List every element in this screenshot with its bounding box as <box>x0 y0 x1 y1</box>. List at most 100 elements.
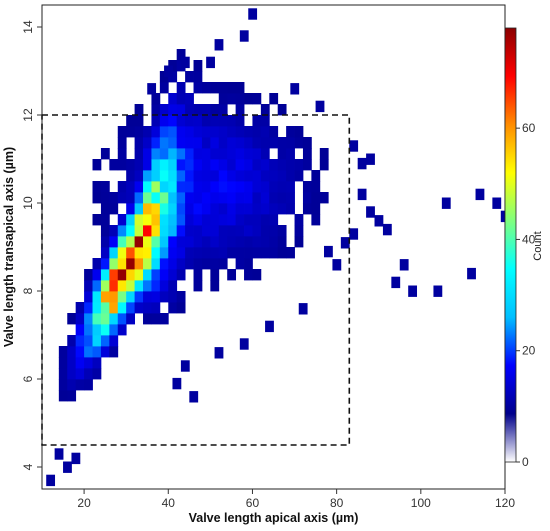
heatmap-bin <box>201 126 211 138</box>
heatmap-bin <box>248 8 258 20</box>
heatmap-bin <box>252 214 262 226</box>
colorbar <box>504 27 517 463</box>
heatmap-bin <box>159 148 169 160</box>
heatmap-bin <box>168 225 178 237</box>
heatmap-bin <box>260 192 270 204</box>
heatmap-bin <box>201 115 211 127</box>
heatmap-bin <box>151 148 161 160</box>
heatmap-bin <box>134 137 144 149</box>
heatmap-bin <box>235 159 245 171</box>
x-tick-label: 100 <box>411 496 431 510</box>
heatmap-bin <box>176 236 186 248</box>
heatmap-bin <box>218 115 228 127</box>
heatmap-bin <box>201 247 211 259</box>
heatmap-bin <box>210 269 220 281</box>
heatmap-bin <box>126 126 135 138</box>
heatmap-bin <box>84 302 93 314</box>
heatmap-bin <box>193 214 203 226</box>
heatmap-bin <box>134 236 144 248</box>
heatmap-bin <box>193 115 203 127</box>
heatmap-bin <box>269 247 279 259</box>
heatmap-bin <box>143 148 152 160</box>
heatmap-bin <box>235 225 245 237</box>
heatmap-bin <box>172 377 182 390</box>
heatmap-bin <box>100 236 110 248</box>
heatmap-bin <box>84 379 93 391</box>
heatmap-bin <box>92 181 102 193</box>
heatmap-bin <box>58 368 68 380</box>
y-tick-label: 14 <box>21 20 35 34</box>
heatmap-bin <box>143 280 152 292</box>
heatmap-bin <box>109 159 119 171</box>
heatmap-bin <box>286 192 295 204</box>
heatmap-bin <box>143 181 152 193</box>
heatmap-bin <box>252 115 262 127</box>
heatmap-bin <box>269 236 279 248</box>
heatmap-bin <box>75 379 85 391</box>
heatmap-bin <box>134 225 144 237</box>
heatmap-bin <box>143 302 152 314</box>
heatmap-bin <box>176 137 186 149</box>
heatmap-bin <box>189 391 199 403</box>
heatmap-bin <box>235 115 245 127</box>
heatmap-bin <box>100 313 110 325</box>
heatmap-bin <box>227 148 237 160</box>
heatmap-bin <box>134 214 144 226</box>
heatmap-bin <box>357 188 367 201</box>
heatmap-bin <box>286 148 295 160</box>
heatmap-bin <box>235 137 245 149</box>
heatmap-bin <box>239 338 249 350</box>
heatmap-bin <box>164 65 173 77</box>
heatmap-bin <box>218 258 228 270</box>
heatmap-bin <box>302 181 312 193</box>
heatmap-bin <box>210 170 220 182</box>
heatmap-bin <box>294 170 304 182</box>
heatmap-bin <box>227 126 237 138</box>
heatmap-bin <box>260 225 270 237</box>
heatmap-bin <box>168 236 178 248</box>
heatmap-bin <box>265 320 274 333</box>
heatmap-bin <box>302 192 312 204</box>
heatmap-bin <box>117 181 127 193</box>
heatmap-bin <box>185 203 194 215</box>
heatmap-bin <box>109 247 119 259</box>
heatmap-bin <box>210 104 220 116</box>
heatmap-bin <box>84 335 93 347</box>
heatmap-bin <box>100 346 110 358</box>
heatmap-bin <box>227 236 237 248</box>
heatmap-bin <box>269 214 279 226</box>
heatmap-bin <box>176 225 186 237</box>
heatmap-bin <box>109 236 119 248</box>
heatmap-bin <box>180 360 190 372</box>
heatmap-bin <box>185 247 194 259</box>
heatmap-bin <box>126 280 135 292</box>
heatmap-bin <box>58 346 68 358</box>
heatmap-bin <box>109 346 119 358</box>
heatmap-bin <box>126 236 135 248</box>
heatmap-bin <box>159 247 169 259</box>
heatmap-bin <box>176 104 186 116</box>
heatmap-bin <box>75 302 85 314</box>
heatmap-bin <box>143 258 152 270</box>
heatmap-bin <box>210 126 220 138</box>
selection-box <box>41 114 351 446</box>
colorbar-tick-label: 60 <box>522 121 536 135</box>
heatmap-bin <box>92 214 102 226</box>
heatmap-bin <box>277 247 287 259</box>
heatmap-bin <box>100 181 110 193</box>
heatmap-bin <box>151 269 161 281</box>
heatmap-bin <box>143 126 152 138</box>
heatmap-bin <box>269 192 279 204</box>
heatmap-bin <box>201 159 211 171</box>
heatmap-bin <box>143 291 152 303</box>
heatmap-bin <box>176 214 186 226</box>
heatmap-bin <box>193 203 203 215</box>
heatmap-bin <box>201 203 211 215</box>
heatmap-bin <box>84 313 93 325</box>
heatmap-bin <box>277 148 287 160</box>
heatmap-bin <box>201 137 211 149</box>
heatmap-bin <box>100 269 110 281</box>
heatmap-bin <box>244 93 253 105</box>
heatmap-bin <box>84 324 93 336</box>
heatmap-bin <box>54 448 64 460</box>
